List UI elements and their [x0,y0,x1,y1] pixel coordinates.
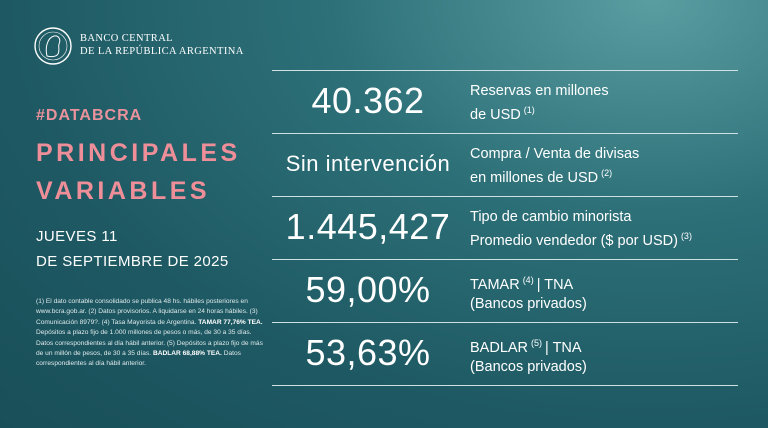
label-text: de USD [470,106,521,123]
date-line: DE SEPTIEMBRE DE 2025 [36,253,229,270]
title: PRINCIPALES VARIABLES [36,134,241,210]
separator [272,196,738,197]
indicator-value: 53,63% [305,332,431,373]
logo-emblem [34,27,72,65]
indicator-value: 59,00% [305,269,431,310]
separator [272,259,738,260]
footnote: (1) El dato contable consolidado se publ… [36,297,264,370]
label-text: | TNA [545,339,582,356]
footnote-part: TAMAR 77,76% TEA. [198,318,263,326]
label-line: TAMAR (4) | TNA [470,271,587,295]
indicator-label: Compra / Venta de divisas en millones de … [470,145,639,188]
label-line: Reservas en millones [470,82,609,101]
footnote-part: Datos correspondientes al día hábil ante… [36,350,241,368]
separator [272,70,738,71]
label-line: Compra / Venta de divisas [470,145,639,164]
separator [272,133,738,134]
separator [272,322,738,323]
label-text: en millones de USD [470,169,599,186]
hashtag: #DATABCRA [36,107,143,124]
indicator-label: TAMAR (4) | TNA (Bancos privados) [470,271,587,314]
label-line: en millones de USD (2) [470,164,639,188]
indicator-label: Reservas en millones de USD (1) [470,82,609,125]
date-line: JUEVES 11 [36,228,118,245]
title-line: VARIABLES [36,177,211,205]
date: JUEVES 11 DE SEPTIEMBRE DE 2025 [36,224,229,274]
label-text: TAMAR [470,276,520,293]
label-text: Promedio vendedor ($ por USD) [470,232,678,249]
label-text: Reservas en millones [470,83,609,99]
indicator-value: 40.362 [311,80,425,121]
label-line: (Bancos privados) [470,295,587,314]
label-text: (Bancos privados) [470,358,587,375]
label-text: Tipo de cambio minorista [470,209,632,225]
footnote-part: Depósitos a plazo fijo de 1.000 millones… [36,329,263,358]
footnote-part: BADLAR 68,88% TEA. [152,350,222,358]
label-text: Compra / Venta de divisas [470,146,640,162]
indicator-label: BADLAR (5) | TNA (Bancos privados) [470,334,587,377]
footnote-ref: (3) [680,231,692,241]
footnote-part: (1) El dato contable consolidado se publ… [36,298,258,326]
label-line: (Bancos privados) [470,358,587,377]
label-line: de USD (1) [470,101,609,125]
institution-line: BANCO CENTRAL [80,33,173,44]
separator [272,385,738,386]
title-line: PRINCIPALES [36,139,241,167]
label-line: BADLAR (5) | TNA [470,334,587,358]
footnote-ref: (1) [523,105,535,115]
label-text: (Bancos privados) [470,295,587,312]
indicator-value: Sin intervención [285,151,451,176]
indicator-value: 1.445,427 [285,206,451,247]
label-line: Tipo de cambio minorista [470,208,695,227]
label-text: BADLAR [470,339,529,356]
institution-line: DE LA REPÚBLICA ARGENTINA [80,46,244,57]
label-text: | TNA [536,276,574,293]
footnote-ref: (2) [601,168,613,178]
label-line: Promedio vendedor ($ por USD) (3) [470,227,695,251]
indicator-label: Tipo de cambio minorista Promedio vendedo… [470,208,695,251]
footnote-ref: (4) [522,275,534,285]
footnote-ref: (5) [531,338,543,348]
logo-text: BANCO CENTRAL DE LA REPÚBLICA ARGENTINA [80,32,244,58]
